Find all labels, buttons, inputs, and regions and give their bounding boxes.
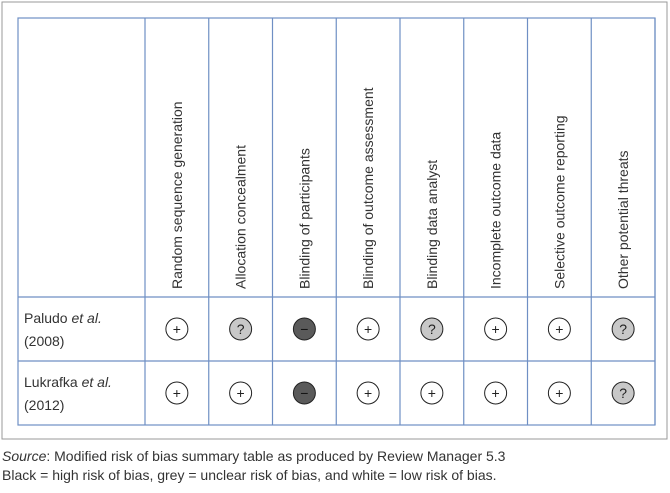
judgement-symbol: ?: [237, 321, 245, 337]
judgement-symbol: +: [237, 385, 245, 401]
author: Lukrafka: [24, 374, 78, 390]
judgement-circle: [356, 381, 380, 405]
judgement-symbol: ?: [619, 321, 627, 337]
judgement-circle: [165, 317, 189, 341]
source-label: Source: [2, 448, 47, 464]
column-header: Allocation concealment: [233, 145, 249, 289]
study-name: Paludo et al.: [24, 310, 102, 326]
et-al: et al.: [82, 374, 112, 390]
judgement-symbol: +: [492, 385, 500, 401]
judgement-circle: [611, 317, 635, 341]
judgement-symbol: +: [364, 385, 372, 401]
judgement-circle: [356, 317, 380, 341]
column-header: Random sequence generation: [169, 101, 185, 289]
judgement-circle: [292, 317, 316, 341]
judgement-circle: [484, 381, 508, 405]
judgement-symbol: +: [492, 321, 500, 337]
judgement-circle: [611, 381, 635, 405]
study-year: (2012): [24, 397, 64, 413]
column-header: Selective outcome reporting: [551, 115, 567, 289]
study-name: Lukrafka et al.: [24, 374, 112, 390]
judgement-circle: [165, 381, 189, 405]
judgement-circle: [229, 381, 253, 405]
column-header: Blinding data analyst: [424, 160, 440, 289]
judgement-circle: [484, 317, 508, 341]
judgement-symbol: +: [555, 385, 563, 401]
judgement-symbol: +: [173, 321, 181, 337]
source-text: : Modified risk of bias summary table as…: [46, 448, 505, 464]
caption-source: Source: Modified risk of bias summary ta…: [2, 448, 506, 464]
judgement-symbol: +: [173, 385, 181, 401]
column-header: Other potential threats: [615, 150, 631, 289]
column-header: Blinding of outcome assessment: [360, 87, 376, 289]
judgement-circle: [420, 381, 444, 405]
judgement-circle: [420, 317, 444, 341]
et-al: et al.: [71, 310, 101, 326]
judgement-symbol: ?: [428, 321, 436, 337]
judgement-circle: [547, 317, 571, 341]
column-header: Blinding of participants: [296, 148, 312, 289]
judgement-symbol: +: [555, 321, 563, 337]
judgement-circle: [229, 317, 253, 341]
author: Paludo: [24, 310, 68, 326]
judgement-circle: [292, 381, 316, 405]
judgement-symbol: +: [428, 385, 436, 401]
judgement-symbol: +: [364, 321, 372, 337]
judgement-symbol: ?: [619, 385, 627, 401]
judgement-symbol: −: [300, 385, 308, 401]
column-header: Incomplete outcome data: [488, 132, 504, 289]
judgement-circle: [547, 381, 571, 405]
study-year: (2008): [24, 333, 64, 349]
caption-legend: Black = high risk of bias, grey = unclea…: [2, 467, 497, 483]
frame: [1, 1, 668, 440]
judgement-symbol: −: [300, 321, 308, 337]
